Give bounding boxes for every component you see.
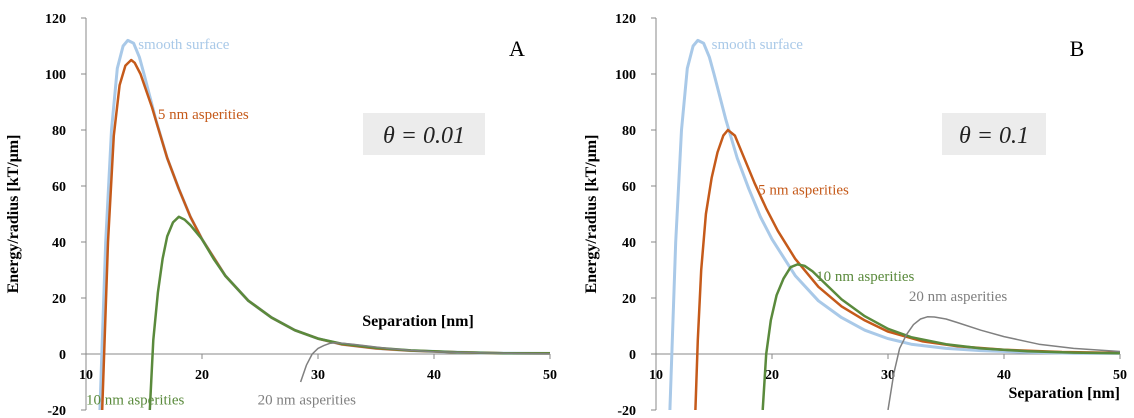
panel-letter: B	[1070, 36, 1085, 61]
x-axis-title: Separation [nm]	[1008, 385, 1120, 402]
x-tick-label: 50	[543, 368, 557, 383]
y-tick-label: 20	[622, 292, 636, 307]
series-label: 10 nm asperities	[816, 269, 914, 285]
series-line-20-nm-asperities	[887, 316, 1120, 410]
x-tick-label: 10	[649, 368, 663, 383]
y-tick-label: 60	[52, 180, 66, 195]
x-tick-label: 30	[311, 368, 325, 383]
theta-annotation-box	[942, 113, 1046, 155]
series-line-20-nm-asperities	[299, 342, 550, 383]
y-tick-label: -20	[47, 404, 66, 418]
x-tick-label: 20	[195, 368, 209, 383]
panel-letter: A	[509, 36, 525, 61]
panel-b: θ = 0.1 B -20 0 20 40 60 80 100 120 10 20 30 40 50 En…	[583, 12, 1127, 418]
series-group	[98, 38, 550, 410]
theta-annotation-box	[363, 113, 485, 155]
series-line-smooth-surface	[98, 38, 550, 410]
y-tick-label: 120	[45, 12, 66, 27]
series-line-10-nm-asperities	[148, 215, 550, 410]
x-axis-title: Separation [nm]	[362, 313, 474, 330]
series-label: smooth surface	[712, 37, 804, 53]
y-tick-label: 40	[622, 236, 636, 251]
y-tick-label: 60	[622, 180, 636, 195]
x-tick-label: 50	[1113, 368, 1127, 383]
series-group	[668, 38, 1120, 410]
panel-a: θ = 0.01 A -20 0 20 40 60 80 100 120 10 20 30 40 50 E…	[5, 12, 557, 418]
y-tick-label: 20	[52, 292, 66, 307]
y-tick-label: 0	[59, 348, 66, 363]
y-axis-title: Energy/radius [kT/μm]	[583, 135, 600, 294]
y-tick-label: 80	[52, 124, 66, 139]
series-label: smooth surface	[138, 37, 230, 53]
series-label: 10 nm asperities	[86, 392, 184, 408]
y-tick-label: 120	[615, 12, 636, 27]
series-line-10-nm-asperities	[761, 263, 1120, 410]
y-tick-label: 0	[629, 348, 636, 363]
y-tick-label: 100	[45, 68, 66, 83]
series-label: 20 nm asperities	[909, 289, 1007, 305]
series-line-smooth-surface	[668, 38, 1120, 410]
theta-annotation: θ = 0.01	[383, 123, 465, 149]
x-tick-label: 10	[79, 368, 93, 383]
series-label: 20 nm asperities	[258, 392, 356, 408]
series-label: 5 nm asperities	[758, 182, 849, 198]
x-tick-label: 40	[427, 368, 441, 383]
x-tick-label: 40	[997, 368, 1011, 383]
x-tick-label: 30	[881, 368, 895, 383]
y-tick-label: 80	[622, 124, 636, 139]
y-tick-label: 40	[52, 236, 66, 251]
theta-annotation: θ = 0.1	[959, 123, 1029, 149]
series-label: 5 nm asperities	[158, 107, 249, 123]
y-tick-label: 100	[615, 68, 636, 83]
y-tick-label: -20	[617, 404, 636, 418]
y-axis-title: Energy/radius [kT/μm]	[5, 135, 22, 294]
x-tick-label: 20	[765, 368, 779, 383]
